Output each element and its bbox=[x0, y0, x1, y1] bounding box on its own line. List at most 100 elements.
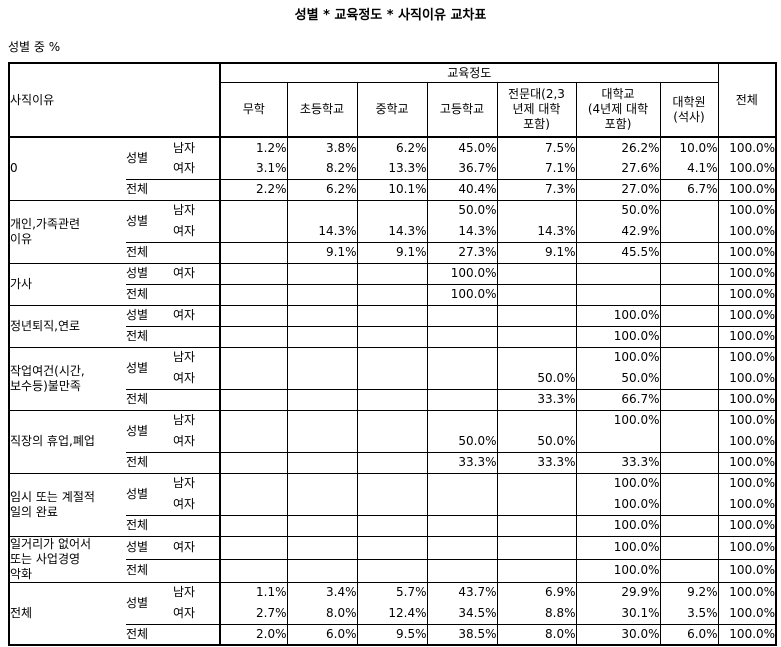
data-cell: 1.2% bbox=[219, 136, 287, 158]
subtotal-label: 전체 bbox=[126, 514, 220, 536]
data-cell bbox=[496, 283, 576, 305]
data-cell: 100.0% bbox=[575, 409, 660, 431]
reason-label: 정년퇴직,연로 bbox=[9, 304, 126, 347]
data-cell bbox=[356, 199, 427, 221]
table-subtotal-row: 전체 2.0% 6.0% 9.5% 38.5% 8.0% 30.0% 6.0% 100.0% bbox=[9, 623, 777, 645]
data-cell: 100.0% bbox=[717, 158, 777, 179]
data-cell bbox=[286, 325, 357, 347]
reason-label: 일거리가 없어서 또는 사업경영 악화 bbox=[9, 535, 126, 582]
column-header: 대학원 (석사) bbox=[659, 82, 719, 138]
byvar-label: 성별 bbox=[126, 304, 173, 326]
data-cell bbox=[496, 325, 576, 347]
data-cell: 100.0% bbox=[575, 472, 660, 494]
data-cell bbox=[496, 514, 576, 536]
gender-label: 여자 bbox=[173, 605, 196, 620]
data-cell bbox=[496, 262, 576, 284]
gender-label: 여자 bbox=[173, 160, 196, 175]
stub-header: 사직이유 bbox=[9, 63, 221, 138]
table-subtotal-row: 전체 100.0% 100.0% bbox=[9, 283, 777, 305]
data-cell: 40.4% bbox=[426, 178, 497, 200]
data-cell bbox=[286, 346, 357, 368]
data-cell bbox=[426, 558, 497, 582]
data-cell bbox=[426, 514, 497, 536]
gender-label: 남자 bbox=[173, 581, 220, 603]
data-cell: 6.0% bbox=[659, 623, 719, 645]
reason-label: 가사 bbox=[9, 262, 126, 305]
data-cell bbox=[659, 241, 719, 263]
reason-label: 개인,가족관련 이유 bbox=[9, 199, 126, 263]
subtotal-label: 전체 bbox=[126, 451, 220, 473]
data-cell: 6.0% bbox=[286, 623, 357, 645]
data-cell bbox=[356, 558, 427, 582]
data-cell bbox=[219, 199, 287, 221]
table-row: 정년퇴직,연로 성별 여자 100.0% 100.0% bbox=[9, 304, 777, 347]
data-cell: 100.0% bbox=[717, 494, 777, 515]
data-cell: 100.0% bbox=[717, 304, 777, 326]
reason-label: 작업여건(시간, 보수등)불만족 bbox=[9, 346, 126, 410]
reason-label: 0 bbox=[9, 136, 126, 200]
data-cell: 100.0% bbox=[717, 262, 777, 284]
gender-label: 남자 bbox=[173, 136, 220, 158]
data-cell: 100.0% bbox=[717, 178, 777, 200]
data-cell bbox=[659, 221, 719, 242]
data-cell: 34.5% bbox=[426, 603, 497, 624]
table-row: 여자 50.0% 50.0% 100.0% bbox=[9, 368, 777, 389]
data-cell: 27.6% bbox=[575, 158, 660, 179]
gender-label: 남자 bbox=[173, 409, 220, 431]
data-cell bbox=[659, 472, 719, 494]
data-cell bbox=[496, 346, 576, 368]
data-cell bbox=[496, 535, 576, 559]
gender-label: 여자 bbox=[173, 304, 220, 326]
data-cell: 7.3% bbox=[496, 178, 576, 200]
data-cell bbox=[659, 535, 719, 559]
data-cell bbox=[219, 368, 287, 389]
data-cell: 30.1% bbox=[575, 603, 660, 624]
data-cell bbox=[356, 262, 427, 284]
table-row: 가사 성별 여자 100.0% 100.0% bbox=[9, 262, 777, 305]
byvar-label: 성별 bbox=[126, 581, 173, 624]
data-cell bbox=[286, 451, 357, 473]
crosstab-table: 사직이유 교육정도 전체 무학 초등학교 중학교 고등학교 전문대(2,3 년제… bbox=[8, 62, 778, 646]
data-cell bbox=[356, 346, 427, 368]
data-cell: 100.0% bbox=[575, 535, 660, 559]
table-row: 여자 50.0% 50.0% 100.0% bbox=[9, 431, 777, 452]
data-cell: 27.0% bbox=[575, 178, 660, 200]
data-cell: 2.0% bbox=[219, 623, 287, 645]
data-cell bbox=[426, 388, 497, 410]
data-cell: 100.0% bbox=[717, 388, 777, 410]
table-row: 직장의 휴업,폐업 성별 남자 100.0% 100.0% bbox=[9, 409, 777, 473]
header-row-1: 사직이유 교육정도 전체 bbox=[9, 63, 777, 138]
data-cell bbox=[659, 346, 719, 368]
data-cell bbox=[426, 368, 497, 389]
data-cell: 36.7% bbox=[426, 158, 497, 179]
data-cell: 29.9% bbox=[575, 581, 660, 603]
data-cell bbox=[286, 388, 357, 410]
table-subtotal-row: 전체 2.2% 6.2% 10.1% 40.4% 7.3% 27.0% 6.7% 100.0% bbox=[9, 178, 777, 200]
data-cell bbox=[356, 535, 427, 559]
data-cell: 100.0% bbox=[717, 514, 777, 536]
data-cell: 100.0% bbox=[575, 325, 660, 347]
byvar-label: 성별 bbox=[126, 346, 173, 389]
data-cell: 26.2% bbox=[575, 136, 660, 158]
gender-label: 여자 bbox=[173, 223, 196, 238]
gender-label: 여자 bbox=[173, 370, 196, 385]
data-cell: 100.0% bbox=[575, 494, 660, 515]
crosstab-body: 0 성별 남자 1.2% 3.8% 6.2% 45.0% 7.5% 26.2% 10.0% 100.… bbox=[9, 136, 777, 645]
data-cell bbox=[356, 388, 427, 410]
data-cell: 100.0% bbox=[717, 535, 777, 559]
subtotal-label: 전체 bbox=[126, 388, 220, 410]
data-cell: 100.0% bbox=[717, 325, 777, 347]
data-cell: 100.0% bbox=[717, 241, 777, 263]
data-cell bbox=[575, 431, 660, 452]
data-cell: 13.3% bbox=[356, 158, 427, 179]
data-cell: 1.1% bbox=[219, 581, 287, 603]
data-cell bbox=[219, 346, 287, 368]
gender-label: 남자 bbox=[173, 199, 220, 221]
data-cell bbox=[659, 514, 719, 536]
data-cell: 3.8% bbox=[286, 136, 357, 158]
data-cell: 66.7% bbox=[575, 388, 660, 410]
table-row: 여자 14.3% 14.3% 14.3% 14.3% 42.9% 100.0% bbox=[9, 221, 777, 242]
data-cell bbox=[496, 304, 576, 326]
table-row: 0 성별 남자 1.2% 3.8% 6.2% 45.0% 7.5% 26.2% 10.0% 100.… bbox=[9, 136, 777, 200]
data-cell bbox=[496, 558, 576, 582]
